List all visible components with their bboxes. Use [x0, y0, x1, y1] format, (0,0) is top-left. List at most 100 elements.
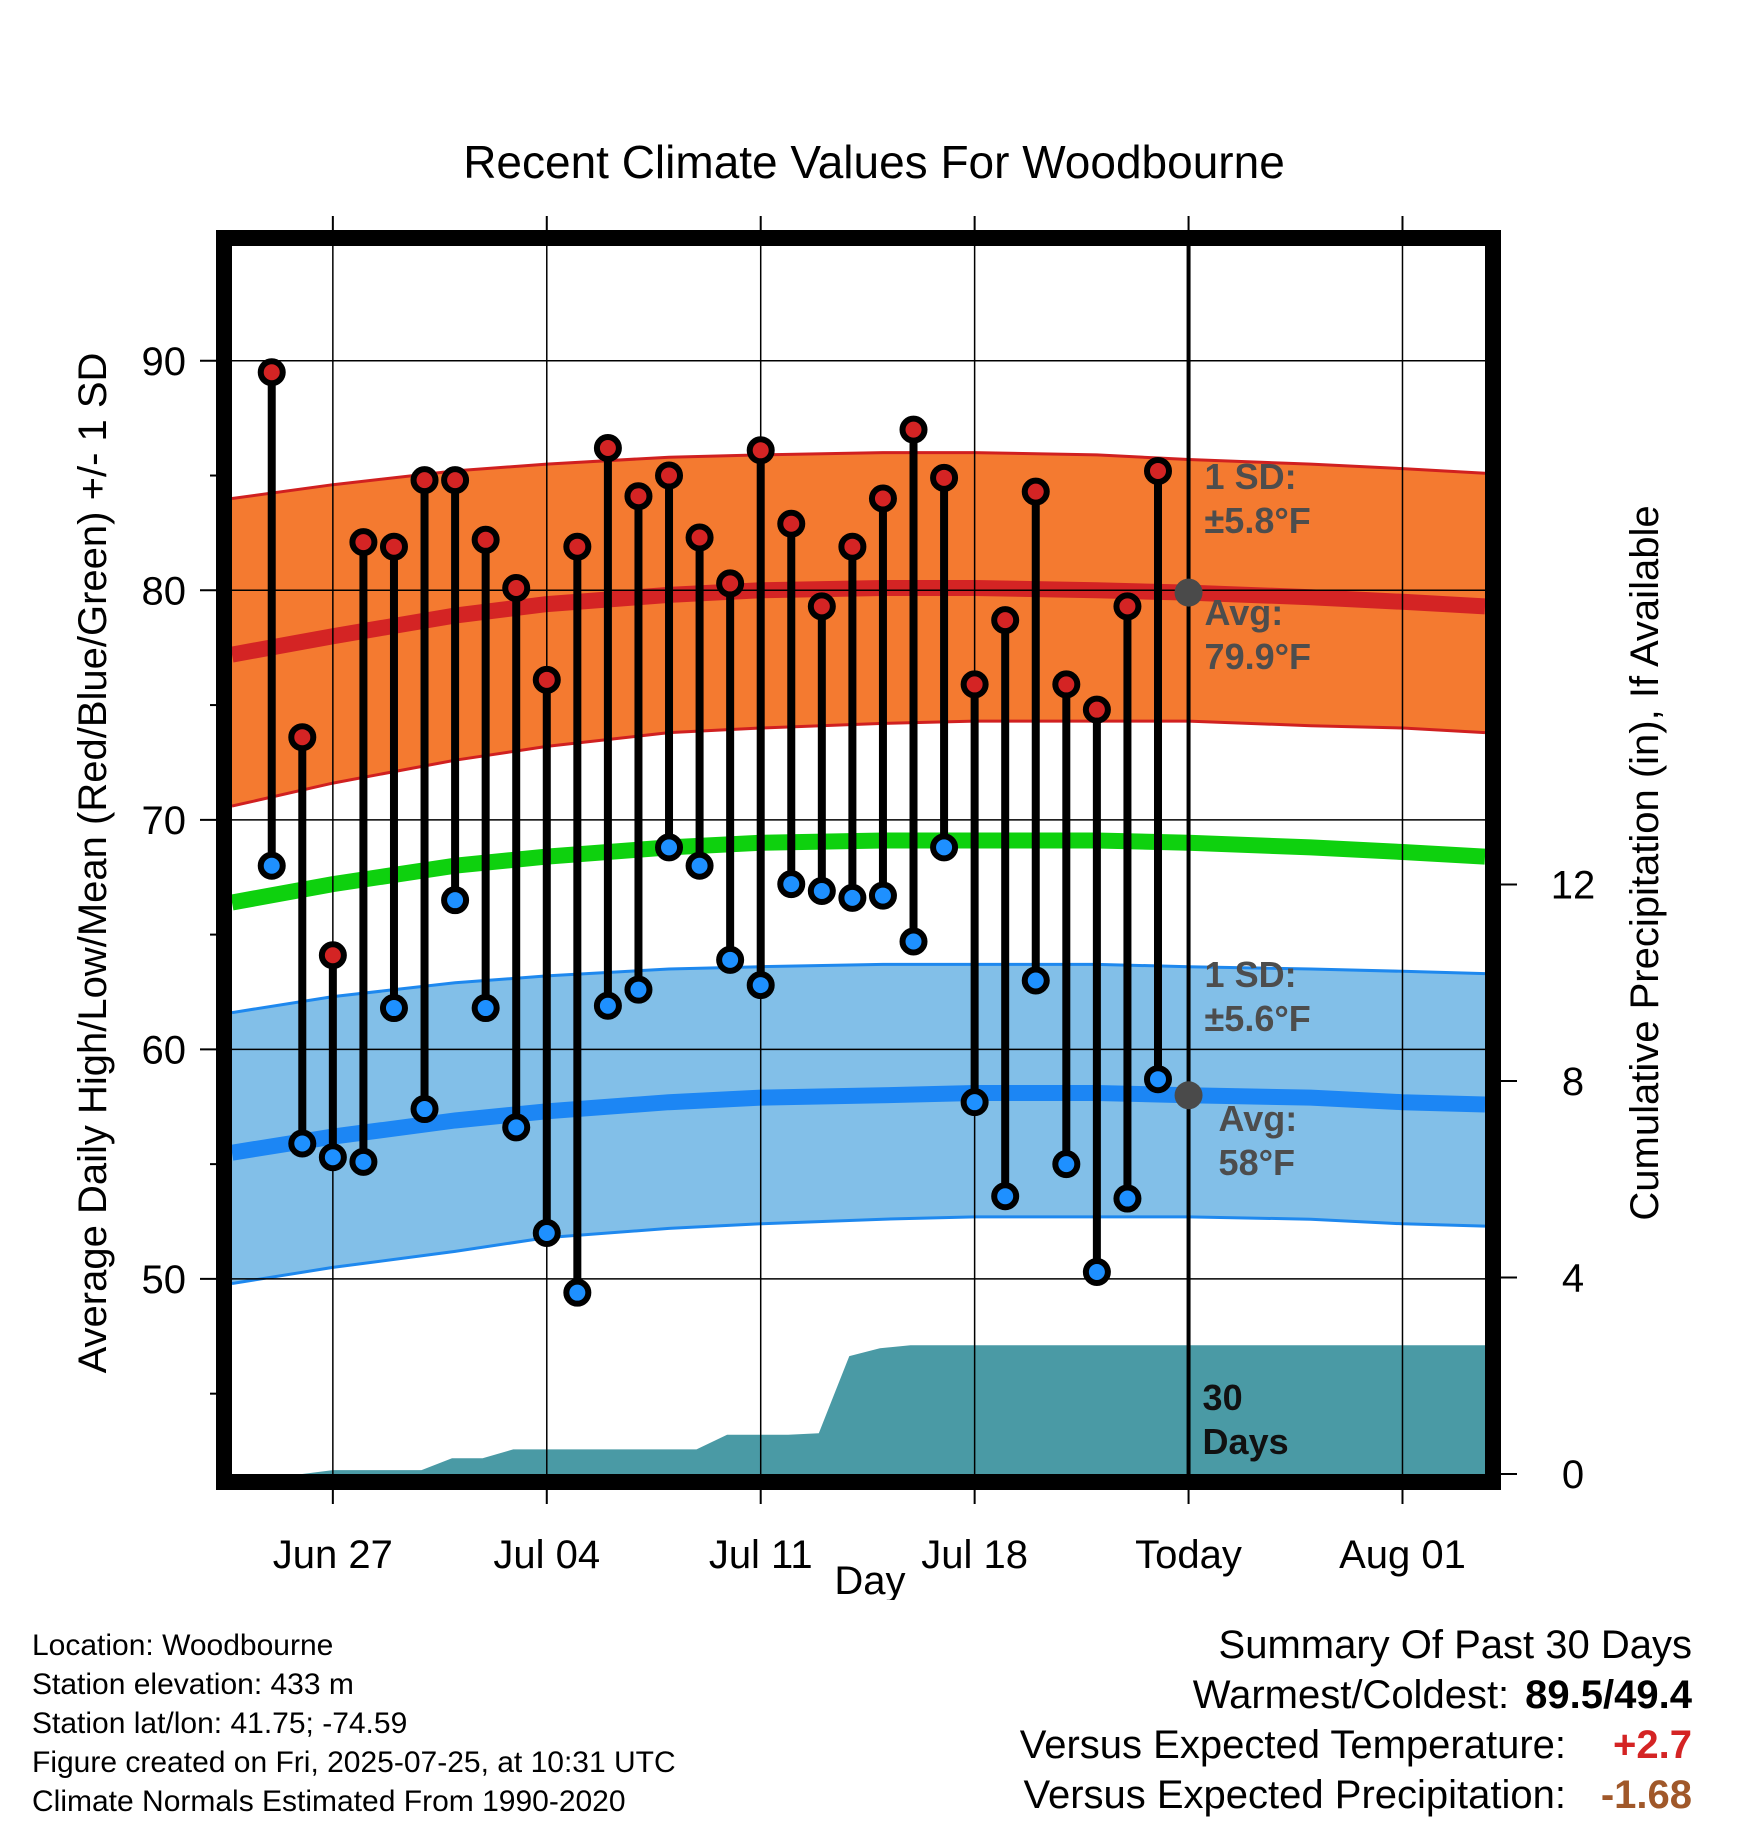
low-band-upper-edge: [232, 962, 1485, 1015]
station-info: Location: Woodbourne Station elevation: …: [32, 1626, 676, 1821]
y-left-tick-label: 60: [142, 1028, 187, 1072]
low-marker: [960, 1088, 989, 1117]
y-left-tick-label: 90: [142, 340, 187, 384]
x-tick-label: Jul 04: [493, 1533, 600, 1577]
created-text: Figure created on Fri, 2025-07-25, at 10…: [32, 1746, 676, 1779]
daily-markers: [257, 358, 1203, 1307]
low-marker: [379, 994, 408, 1023]
high-marker: [1113, 592, 1142, 621]
high-marker: [777, 509, 806, 538]
x-tick-label: Today: [1135, 1533, 1242, 1577]
low-marker: [624, 975, 653, 1004]
temp-departure-label: Versus Expected Temperature:: [1019, 1723, 1566, 1767]
y-right-tick-label: 12: [1551, 864, 1596, 908]
low-marker: [1052, 1150, 1081, 1179]
precip-departure-label: Versus Expected Precipitation:: [1023, 1773, 1566, 1817]
summary-temp-row: Versus Expected Temperature: +2.7: [1020, 1720, 1692, 1770]
low-marker: [746, 971, 775, 1000]
y-left-tick-label: 80: [142, 569, 187, 613]
elevation-text: Station elevation: 433 m: [32, 1668, 354, 1701]
low-marker: [1082, 1258, 1111, 1287]
high-marker: [716, 569, 745, 598]
high-marker: [379, 532, 408, 561]
high-marker: [899, 415, 928, 444]
high-marker: [868, 484, 897, 513]
chart-title: Recent Climate Values For Woodbourne: [463, 136, 1285, 188]
x-tick-label: Aug 01: [1339, 1533, 1466, 1577]
low-marker: [838, 883, 867, 912]
high-marker: [257, 358, 286, 387]
x-axis-label: Day: [834, 1559, 905, 1600]
high-marker: [410, 466, 439, 495]
y-axis-label-right: Cumulative Precipitation (in), If Availa…: [1623, 505, 1667, 1220]
high-marker: [991, 606, 1020, 635]
high-sd-label: 1 SD: ±5.8°F: [1205, 456, 1311, 541]
summary-warm-cold-row: Warmest/Coldest: 89.5/49.4: [1020, 1670, 1692, 1720]
low-marker: [563, 1278, 592, 1307]
normal-low-line: [232, 1085, 1485, 1161]
precip-area: [232, 1345, 1485, 1474]
normals-text: Climate Normals Estimated From 1990-2020: [32, 1785, 626, 1818]
summary-heading: Summary Of Past 30 Days: [1218, 1623, 1692, 1667]
high-marker: [593, 433, 622, 462]
low-marker: [532, 1218, 561, 1247]
high-marker: [563, 532, 592, 561]
x-tick-label: Jul 11: [709, 1533, 813, 1577]
high-marker: [288, 723, 317, 752]
low-marker: [471, 994, 500, 1023]
low-sd-label: 1 SD: ±5.6°F: [1205, 954, 1311, 1039]
low-marker: [1113, 1184, 1142, 1213]
high-marker: [930, 463, 959, 492]
period-label: 30 Days: [1203, 1377, 1289, 1462]
low-marker: [410, 1095, 439, 1124]
low-marker: [318, 1143, 347, 1172]
latlon-text: Station lat/lon: 41.75; -74.59: [32, 1707, 408, 1740]
high-marker: [441, 466, 470, 495]
high-marker: [960, 670, 989, 699]
summary-precip-row: Versus Expected Precipitation: -1.68: [1020, 1770, 1692, 1820]
climate-chart: Recent Climate Values For Woodbourne 1 S…: [71, 136, 1667, 1600]
low-marker: [777, 870, 806, 899]
low-marker: [930, 833, 959, 862]
low-band-lower-edge: [232, 1215, 1485, 1285]
warm-cold-value: 89.5/49.4: [1525, 1673, 1692, 1717]
low-marker: [257, 851, 286, 880]
high-marker: [1143, 456, 1172, 485]
high-marker: [471, 525, 500, 554]
high-marker: [532, 665, 561, 694]
high-marker: [685, 523, 714, 552]
plot-border: [216, 230, 1501, 1490]
low-marker: [807, 876, 836, 905]
today-high-normal-dot: [1174, 578, 1203, 607]
y-right-tick-label: 0: [1562, 1453, 1584, 1497]
axis-ticks: Jun 27 Jul 04 Jul 11 Jul 18 Today Aug 01 50 60 7…: [142, 216, 1596, 1577]
high-marker: [1052, 670, 1081, 699]
x-tick-label: Jul 18: [921, 1533, 1028, 1577]
low-marker: [441, 886, 470, 915]
precipitation-area: [232, 1345, 1485, 1474]
high-marker: [655, 461, 684, 490]
high-avg-label: Avg: 79.9°F: [1205, 592, 1311, 677]
today-low-normal-dot: [1174, 1081, 1203, 1110]
high-marker: [838, 532, 867, 561]
x-tick-label: Jun 27: [273, 1533, 393, 1577]
normal-bands: [232, 451, 1485, 1285]
high-marker: [807, 592, 836, 621]
location-text: Location: Woodbourne: [32, 1629, 334, 1662]
low-marker: [349, 1147, 378, 1176]
low-marker: [1021, 966, 1050, 995]
low-marker: [868, 881, 897, 910]
low-marker: [899, 927, 928, 956]
high-marker: [349, 528, 378, 557]
low-avg-label: Avg: 58°F: [1219, 1098, 1298, 1183]
high-marker: [318, 941, 347, 970]
low-marker: [685, 851, 714, 880]
low-marker: [502, 1113, 531, 1142]
y-right-tick-label: 4: [1562, 1257, 1584, 1301]
y-right-tick-label: 8: [1562, 1060, 1584, 1104]
daily-range-stems: [267, 372, 1162, 1293]
summary-panel: Summary Of Past 30 Days Warmest/Coldest:…: [1020, 1620, 1692, 1820]
high-marker: [624, 482, 653, 511]
temp-departure-value: +2.7: [1613, 1723, 1692, 1767]
high-marker: [1082, 695, 1111, 724]
